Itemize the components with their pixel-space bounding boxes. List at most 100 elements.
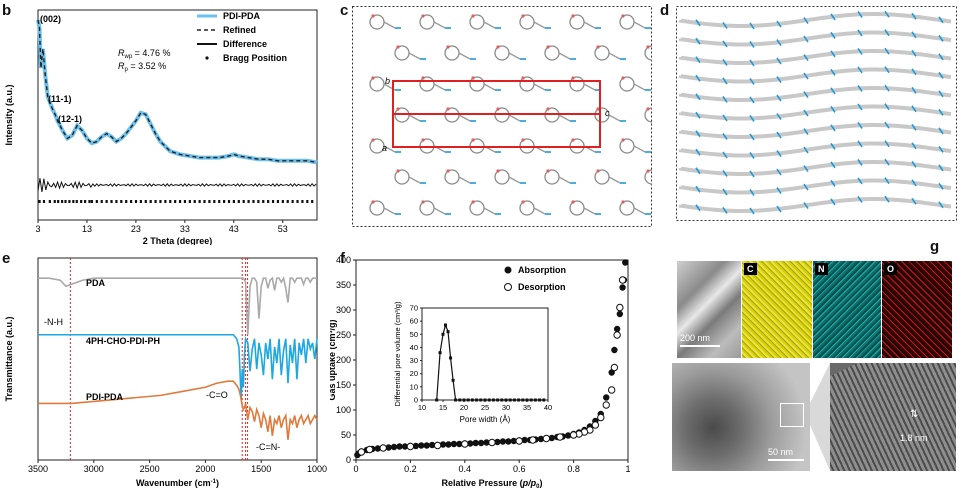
imine-bond (749, 114, 755, 122)
lattice-fringes (830, 363, 956, 471)
imine-bond (911, 142, 917, 150)
layer (679, 86, 952, 102)
y-tick-label: 200 (336, 355, 351, 365)
bragg-tick (75, 200, 78, 203)
imine-bond (938, 53, 944, 61)
x-tick-label: 0.4 (459, 464, 472, 474)
imine-bond (776, 131, 782, 139)
desorption-point (607, 386, 616, 394)
imine-bond (830, 105, 836, 113)
bond (458, 176, 471, 184)
bragg-tick (242, 200, 245, 203)
absorption-point (564, 432, 572, 439)
zoom-box (780, 403, 804, 427)
bond (533, 21, 546, 29)
imine-bond (776, 39, 782, 46)
axis-label-c: c (605, 108, 610, 118)
desorption-point (433, 441, 442, 450)
x-axis-label: Relative Pressure (p/p0) (442, 478, 543, 490)
bragg-tick (267, 200, 270, 203)
bragg-tick (198, 200, 201, 203)
imine-bond (830, 50, 836, 58)
panel-letter-c: c (340, 2, 349, 19)
bond (433, 83, 446, 91)
imine-bond (911, 105, 917, 113)
bond (608, 114, 621, 122)
absorption-point (537, 435, 545, 443)
axis-label-a: a (382, 143, 387, 153)
oxygen-atom (621, 14, 625, 18)
absorption-point (467, 440, 474, 447)
bond (408, 52, 421, 60)
imine-bond (938, 201, 944, 209)
imine-bond (695, 167, 701, 175)
bragg-tick (218, 200, 221, 203)
imine-bond (722, 169, 728, 177)
inset-y-tick-label: 60 (410, 317, 418, 326)
imine-bond (695, 74, 701, 82)
inset-x-tick-label: 20 (460, 403, 468, 412)
imine-bond (722, 77, 728, 85)
imine-bond (803, 35, 809, 43)
bragg-tick (134, 200, 138, 203)
inset-y-axis-label: Differential pore volume (cm³/g) (393, 301, 402, 406)
absorption-point (603, 394, 610, 401)
bragg-tick (60, 200, 64, 203)
absorption-point (445, 441, 452, 448)
imine-bond (857, 158, 863, 166)
ring (419, 14, 435, 30)
legend-marker-absorption (504, 266, 512, 274)
imine-bond (884, 10, 890, 18)
panel-letter-g: g (930, 238, 940, 255)
absorption-point (456, 440, 463, 448)
inset-point (517, 398, 521, 402)
imine-bond (911, 123, 917, 131)
absorption-point (548, 434, 556, 442)
inset-y-tick-label: 10 (410, 382, 418, 391)
inset-point (454, 398, 458, 402)
x-axis-label: 2 Theta (degree) (143, 236, 213, 245)
inset-point (521, 398, 525, 402)
oxygen-atom (646, 107, 650, 111)
inset-point (529, 398, 533, 402)
series-difference (37, 178, 317, 193)
scale-bar-label: 50 nm (768, 447, 794, 457)
inset-y-tick-label: 20 (410, 369, 418, 378)
inset-x-axis-label: Pore width (Å) (460, 415, 511, 424)
x-tick-label: 53 (278, 224, 288, 234)
bond (433, 21, 446, 29)
desorption-point (616, 303, 624, 312)
bond (408, 114, 421, 122)
bragg-tick (120, 200, 123, 203)
oxygen-atom (596, 45, 600, 49)
oxygen-atom (421, 76, 425, 80)
bond (633, 21, 646, 29)
imine-bond (857, 29, 863, 37)
oxygen-atom (521, 14, 525, 18)
isotherm-chart: 0 0.2 0.4 0.6 0.8 1050100150200250300350400Re… (330, 255, 630, 490)
layer (679, 160, 952, 176)
inset-y-tick-label: 30 (410, 356, 418, 365)
peak-label-11-1: (11-1) (48, 94, 72, 104)
bragg-tick (88, 200, 91, 203)
absorption-point (611, 346, 618, 354)
imine-bond (776, 57, 782, 65)
oxygen-atom (496, 169, 500, 173)
bond (458, 52, 471, 60)
plot-frame (37, 9, 318, 221)
y-tick-label: 300 (336, 305, 351, 315)
scale-bar-line (768, 459, 804, 461)
layer (679, 49, 952, 65)
desorption-point (618, 276, 627, 284)
bond (483, 83, 496, 91)
layer (679, 67, 952, 84)
imine-bond (911, 197, 917, 205)
bragg-tick (149, 200, 152, 203)
bragg-tick (237, 200, 240, 203)
xrd-chart: 3 13 23 33 43 53 2 Theta (degree) Intensity (a.… (4, 9, 318, 245)
bragg-tick (223, 200, 226, 203)
inset-frame (421, 307, 549, 401)
imine-bond (695, 185, 701, 193)
imine-bond (722, 40, 728, 48)
series-label-pda: PDA (86, 278, 106, 288)
